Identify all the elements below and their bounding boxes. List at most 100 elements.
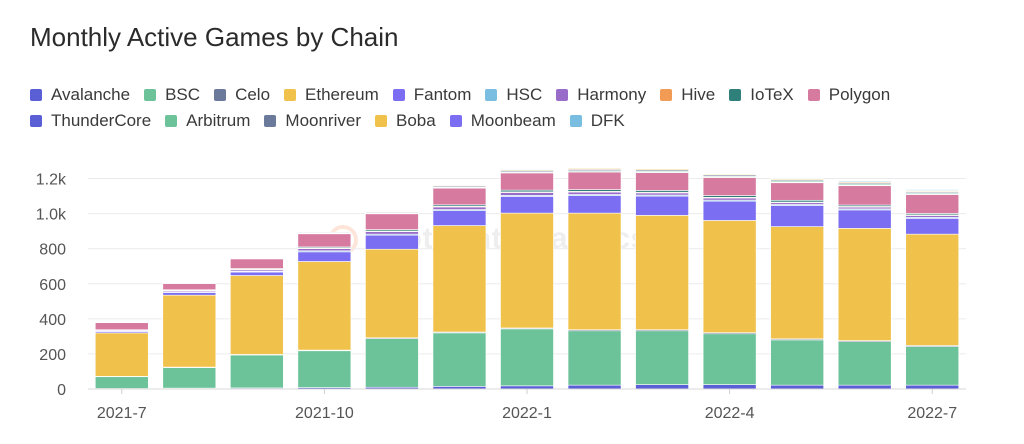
bar-segment-ethereum <box>230 275 284 355</box>
legend-item-hsc[interactable]: HSC <box>485 85 542 105</box>
bar-segment-fantom <box>702 200 757 221</box>
bar-segment-fantom <box>567 195 622 214</box>
bar-segment-polygon <box>702 177 757 196</box>
chart-title: Monthly Active Games by Chain <box>30 22 399 52</box>
legend-item-dfk[interactable]: DFK <box>569 111 625 131</box>
legend-item-moonbeam[interactable]: Moonbeam <box>449 111 556 131</box>
y-tick-label: 400 <box>39 312 66 329</box>
legend-swatch <box>729 89 742 101</box>
legend-label: HSC <box>506 85 543 104</box>
legend-swatch <box>449 115 462 127</box>
legend-item-polygon[interactable]: Polygon <box>807 85 890 105</box>
legend-swatch <box>375 115 387 127</box>
legend-swatch <box>144 89 157 101</box>
bar-segment-bsc <box>567 330 622 386</box>
bar-segment-polygon <box>500 172 554 191</box>
bar-segment-polygon <box>770 182 824 201</box>
bar-segment-moonbeam <box>500 168 554 170</box>
bar-segment-avalanche <box>770 384 824 390</box>
bar-segment-harmony <box>635 192 689 196</box>
bar-segment-fantom <box>837 209 892 229</box>
x-tick-label: 2022-4 <box>705 405 755 422</box>
legend-swatch <box>165 115 178 127</box>
legend-item-iotex[interactable]: IoTeX <box>729 85 794 105</box>
bar-segment-avalanche <box>905 384 960 390</box>
x-tick-label: 2021-10 <box>295 405 354 422</box>
bar-segment-ethereum <box>567 212 622 331</box>
legend-label: IoTeX <box>750 85 794 104</box>
legend-item-avalanche[interactable]: Avalanche <box>30 85 130 105</box>
legend-item-ethereum[interactable]: Ethereum <box>284 85 379 105</box>
legend-label: Harmony <box>577 85 647 104</box>
legend-label: ThunderCore <box>51 111 152 130</box>
bar-segment-fantom <box>905 218 960 235</box>
legend-swatch <box>392 89 405 101</box>
legend-label: BSC <box>165 85 201 104</box>
bar-segment-polygon <box>567 171 622 190</box>
bar-segment-bsc <box>94 376 149 389</box>
bar-segment-polygon <box>837 185 892 206</box>
bar-segment-bsc <box>297 350 352 388</box>
bar-segment-ethereum <box>905 233 960 346</box>
legend-label: Boba <box>396 111 436 130</box>
bar-segment-ethereum <box>500 212 554 329</box>
bar-segment-dfk <box>837 180 892 182</box>
bar-segment-moonbeam <box>567 167 622 169</box>
bar-segment-fantom <box>230 271 284 276</box>
legend-item-harmony[interactable]: Harmony <box>556 85 646 105</box>
bar-segment-polygon <box>230 258 284 269</box>
bar-segment-polygon <box>162 283 217 291</box>
legend-item-arbitrum[interactable]: Arbitrum <box>165 111 250 131</box>
bar-segment-bsc <box>837 341 892 386</box>
bar-segment-polygon <box>635 172 689 191</box>
legend-label: Moonriver <box>285 111 361 130</box>
bar-segment-bsc <box>702 333 757 385</box>
x-tick-label: 2022-1 <box>502 405 552 422</box>
legend-swatch <box>807 89 820 101</box>
bar-segment-bsc <box>162 367 217 389</box>
legend-item-thundercore[interactable]: ThunderCore <box>30 111 151 131</box>
bar-segment-avalanche <box>702 384 757 390</box>
bar-segment-bsc <box>230 354 284 389</box>
legend-item-boba[interactable]: Boba <box>375 111 436 131</box>
bar-segment-ethereum <box>297 261 352 351</box>
y-tick-label: 1.2k <box>36 172 67 189</box>
bar-segment-harmony <box>500 192 554 196</box>
legend-label: Moonbeam <box>470 111 556 130</box>
bar-segment-polygon <box>432 187 487 206</box>
legend-swatch <box>30 115 42 127</box>
legend-swatch <box>264 115 277 127</box>
bar-segment-avalanche <box>567 384 622 390</box>
bar-segment-fantom <box>432 210 487 226</box>
bar-segment-bsc <box>770 339 824 386</box>
legend-row: Avalanche BSC Celo Ethereum Fantom HSC Harmony… <box>30 82 1010 108</box>
bar-segment-harmony <box>702 197 757 201</box>
x-tick-label: 2022-7 <box>907 405 957 422</box>
bar-segment-dfk <box>702 172 757 174</box>
legend-item-bsc[interactable]: BSC <box>144 85 200 105</box>
bar-segment-fantom <box>500 196 554 214</box>
legend-label: Arbitrum <box>186 111 251 130</box>
bar-segment-moonriver <box>230 257 284 259</box>
bar-segment-fantom <box>162 292 217 296</box>
legend-label: Avalanche <box>51 85 131 104</box>
legend-swatch <box>569 115 582 127</box>
legend-item-moonriver[interactable]: Moonriver <box>264 111 361 131</box>
bar-segment-harmony <box>432 206 487 210</box>
legend-item-celo[interactable]: Celo <box>214 85 270 105</box>
bar-segment-dfk <box>770 177 824 180</box>
y-tick-label: 0 <box>57 382 66 399</box>
bar-segment-ethereum <box>365 248 419 339</box>
legend-item-hive[interactable]: Hive <box>660 85 715 105</box>
bar-segment-polygon <box>297 233 352 248</box>
legend-swatch <box>284 89 297 101</box>
legend-item-fantom[interactable]: Fantom <box>392 85 471 105</box>
legend-label: DFK <box>590 111 625 130</box>
bar-segment-harmony <box>567 191 622 195</box>
bar-segment-fantom <box>635 195 689 216</box>
y-tick-label: 800 <box>39 242 66 259</box>
bar-segment-harmony <box>365 231 419 235</box>
bar-segment-bsc <box>905 346 960 386</box>
bar-segment-bsc <box>500 328 554 387</box>
